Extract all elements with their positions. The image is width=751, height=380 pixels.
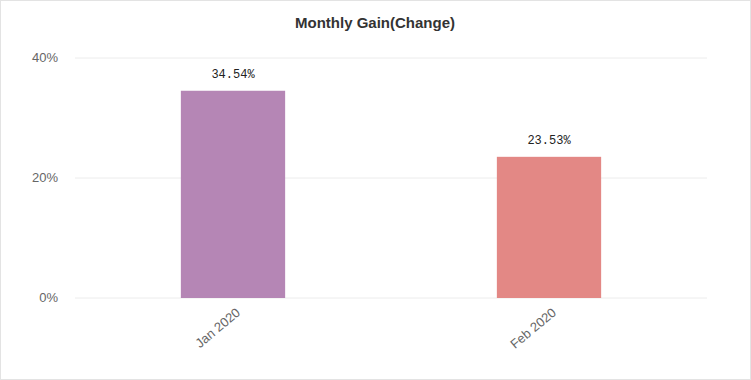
title: Monthly Gain(Change): [295, 14, 455, 31]
grid-line: [75, 298, 707, 299]
x-tick-label: Feb 2020: [507, 305, 559, 352]
x-tick-label: Jan 2020: [192, 305, 243, 351]
data-label: 34.54%: [211, 68, 255, 82]
grid-line: [75, 178, 707, 179]
y-tick-label: 40%: [32, 50, 58, 65]
y-tick-label: 20%: [32, 170, 58, 185]
bar: [181, 91, 285, 298]
bars: [181, 91, 601, 298]
grid-line: [75, 58, 707, 59]
frame: [1, 1, 751, 380]
y-tick-label: 0%: [39, 290, 58, 305]
data-label: 23.53%: [527, 134, 571, 148]
bar: [497, 157, 601, 298]
chart: Monthly Gain(Change) 0% 20% 40% 34.54% 23.53%…: [0, 0, 751, 380]
